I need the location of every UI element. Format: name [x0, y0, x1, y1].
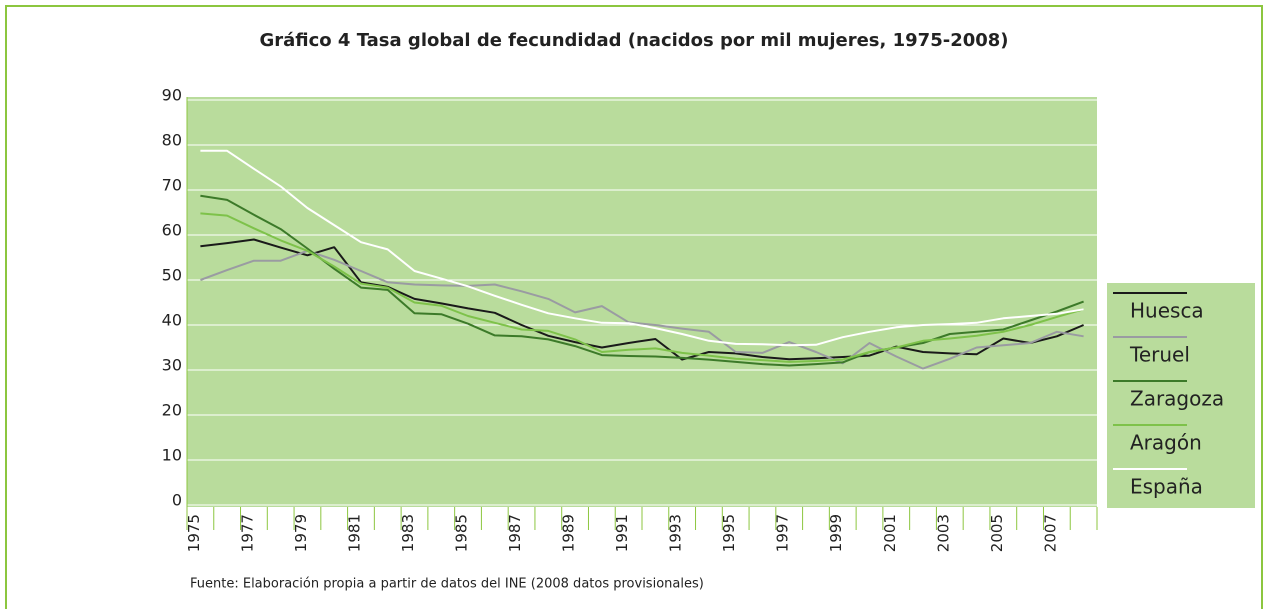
x-tick-label: 2001: [881, 514, 899, 552]
chart-title: Gráfico 4 Tasa global de fecundidad (nac…: [259, 30, 1008, 51]
y-tick-label: 80: [162, 131, 182, 150]
x-tick-label: 1977: [238, 514, 256, 552]
series-line: [200, 149, 1084, 347]
y-tick-label: 90: [162, 86, 182, 105]
series-line: [200, 212, 1084, 363]
x-tick-label: 2007: [1041, 514, 1059, 552]
x-tick-label: 1999: [827, 514, 845, 552]
y-tick-label: 30: [162, 356, 182, 375]
legend-label: Teruel: [1129, 343, 1190, 367]
y-tick-label: 60: [162, 221, 182, 240]
x-tick-label: 1997: [774, 514, 792, 552]
x-tick-label: 2003: [934, 514, 952, 552]
x-tick-label: 1987: [506, 514, 524, 552]
legend-label: Zaragoza: [1130, 387, 1224, 411]
series-line: [200, 249, 1084, 370]
legend-box: [1107, 283, 1255, 508]
y-tick-label: 40: [162, 311, 182, 330]
legend-label: Huesca: [1130, 299, 1204, 323]
x-tick-label: 2005: [988, 514, 1006, 552]
y-tick-label: 70: [162, 176, 182, 195]
y-tick-label: 10: [162, 446, 182, 465]
x-tick-label: 1985: [453, 514, 471, 552]
x-tick-label: 1981: [345, 514, 363, 552]
y-tick-label: 50: [162, 266, 182, 285]
series-line: [200, 194, 1084, 367]
x-tick-label: 1975: [185, 514, 203, 552]
legend-label: Aragón: [1130, 431, 1202, 455]
x-tick-label: 1993: [667, 514, 685, 552]
y-tick-label: 0: [172, 491, 182, 510]
x-tick-label: 1989: [560, 514, 578, 552]
source-note: Fuente: Elaboración propia a partir de d…: [190, 577, 704, 592]
plot-area: [187, 97, 1097, 507]
x-tick-label: 1979: [292, 514, 310, 552]
x-tick-label: 1983: [399, 514, 417, 552]
x-tick-label: 1991: [613, 514, 631, 552]
x-tick-label: 1995: [720, 514, 738, 552]
y-tick-label: 20: [162, 401, 182, 420]
legend-label: España: [1130, 475, 1203, 499]
